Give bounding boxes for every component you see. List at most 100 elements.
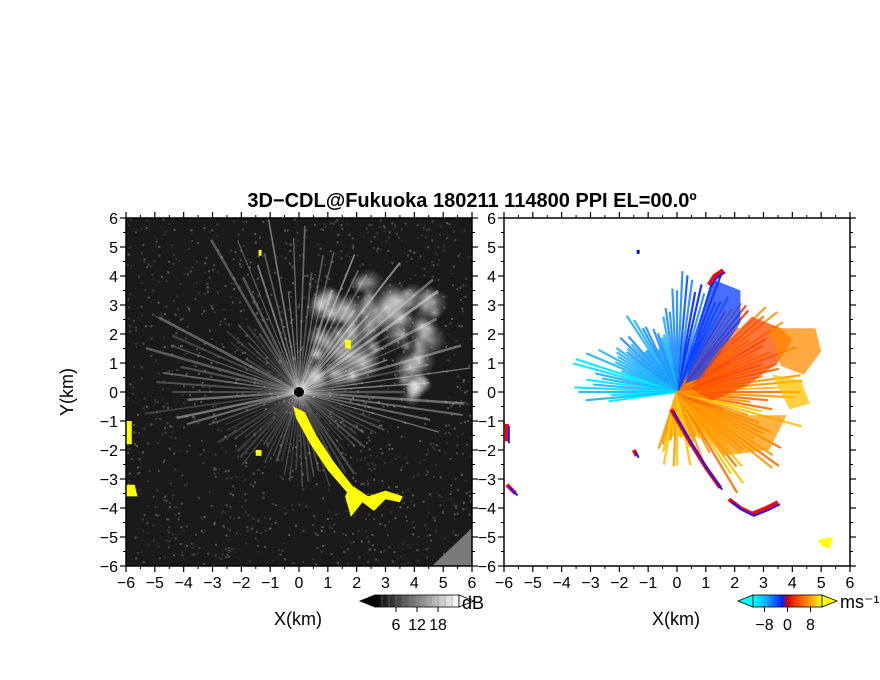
- noise-speckle: [402, 502, 405, 505]
- noise-speckle: [402, 563, 405, 566]
- radar-beam: [297, 391, 347, 474]
- noise-speckle: [262, 255, 265, 258]
- y-tick-label: −6: [478, 559, 496, 576]
- noise-speckle: [128, 482, 131, 485]
- noise-speckle: [402, 388, 405, 391]
- noise-speckle: [380, 424, 383, 427]
- noise-speckle: [185, 544, 188, 547]
- noise-speckle: [210, 375, 213, 378]
- noise-speckle: [265, 295, 268, 298]
- noise-speckle: [350, 427, 353, 430]
- noise-speckle: [216, 235, 219, 238]
- noise-speckle: [467, 419, 470, 422]
- noise-speckle: [183, 484, 186, 487]
- noise-speckle: [366, 231, 369, 234]
- noise-speckle: [152, 277, 155, 280]
- radar-beam: [224, 391, 300, 426]
- noise-speckle: [347, 548, 350, 551]
- noise-speckle: [399, 506, 402, 509]
- radar-beam: [298, 391, 345, 451]
- noise-speckle: [293, 358, 296, 361]
- noise-speckle: [142, 561, 145, 564]
- noise-speckle: [378, 424, 381, 427]
- noise-speckle: [291, 405, 294, 408]
- noise-speckle: [368, 467, 371, 470]
- noise-speckle: [423, 224, 426, 227]
- noise-speckle: [367, 436, 370, 439]
- noise-speckle: [344, 458, 347, 461]
- noise-speckle: [396, 558, 399, 561]
- reflectivity-ylabel: Y(km): [57, 368, 77, 416]
- noise-speckle: [305, 315, 308, 318]
- noise-speckle: [167, 406, 170, 409]
- noise-speckle: [302, 256, 305, 259]
- noise-speckle: [380, 551, 383, 554]
- noise-speckle: [190, 233, 193, 236]
- radar-beam: [241, 276, 301, 393]
- noise-speckle: [445, 345, 448, 348]
- noise-speckle: [245, 335, 248, 338]
- clutter-edge-red: [707, 268, 725, 286]
- noise-speckle: [462, 380, 465, 383]
- noise-speckle: [188, 219, 191, 222]
- noise-speckle: [312, 557, 315, 560]
- noise-speckle: [370, 470, 373, 473]
- noise-speckle: [128, 448, 131, 451]
- noise-speckle: [253, 518, 256, 521]
- noise-speckle: [387, 520, 390, 523]
- noise-speckle: [391, 262, 394, 265]
- noise-speckle: [384, 461, 387, 464]
- noise-speckle: [153, 314, 156, 317]
- noise-speckle: [419, 440, 422, 443]
- noise-speckle: [182, 529, 185, 532]
- noise-speckle: [185, 415, 188, 418]
- noise-speckle: [393, 223, 396, 226]
- noise-speckle: [137, 432, 140, 435]
- noise-speckle: [365, 402, 368, 405]
- noise-speckle: [369, 454, 372, 457]
- noise-speckle: [390, 358, 393, 361]
- noise-speckle: [221, 343, 224, 346]
- noise-speckle: [170, 482, 173, 485]
- y-tick-label: −4: [100, 501, 118, 518]
- noise-speckle: [206, 282, 209, 285]
- noise-speckle: [424, 524, 427, 527]
- noise-speckle: [431, 260, 434, 263]
- noise-speckle: [143, 514, 146, 517]
- noise-speckle: [176, 295, 179, 298]
- radar-beam: [237, 323, 300, 393]
- x-tick-label: 0: [295, 575, 304, 592]
- noise-speckle: [364, 518, 367, 521]
- noise-speckle: [436, 444, 439, 447]
- noise-speckle: [375, 558, 378, 561]
- noise-speckle: [178, 259, 181, 262]
- noise-speckle: [126, 399, 129, 402]
- noise-speckle: [259, 531, 262, 534]
- noise-speckle: [197, 355, 200, 358]
- noise-speckle: [138, 490, 141, 493]
- noise-speckle: [426, 399, 429, 402]
- noise-speckle: [462, 452, 465, 455]
- noise-speckle: [423, 274, 426, 277]
- noise-speckle: [172, 262, 175, 265]
- noise-speckle: [283, 506, 286, 509]
- noise-speckle: [328, 277, 331, 280]
- noise-speckle: [322, 469, 325, 472]
- noise-speckle: [203, 227, 206, 230]
- noise-speckle: [334, 420, 337, 423]
- noise-speckle: [322, 544, 325, 547]
- noise-speckle: [213, 467, 216, 470]
- noise-speckle: [333, 523, 336, 526]
- reflectivity-xlabel: X(km): [274, 609, 322, 629]
- noise-speckle: [188, 307, 191, 310]
- doppler-colorbar: −8 0 8 ms⁻¹: [736, 592, 880, 634]
- noise-speckle: [378, 226, 381, 229]
- noise-speckle: [253, 382, 256, 385]
- noise-speckle: [152, 539, 155, 542]
- noise-speckle: [324, 225, 327, 228]
- noise-speckle: [406, 254, 409, 257]
- y-tick-label: 5: [109, 240, 118, 257]
- noise-speckle: [225, 504, 228, 507]
- noise-speckle: [135, 329, 138, 332]
- noise-speckle: [277, 374, 280, 377]
